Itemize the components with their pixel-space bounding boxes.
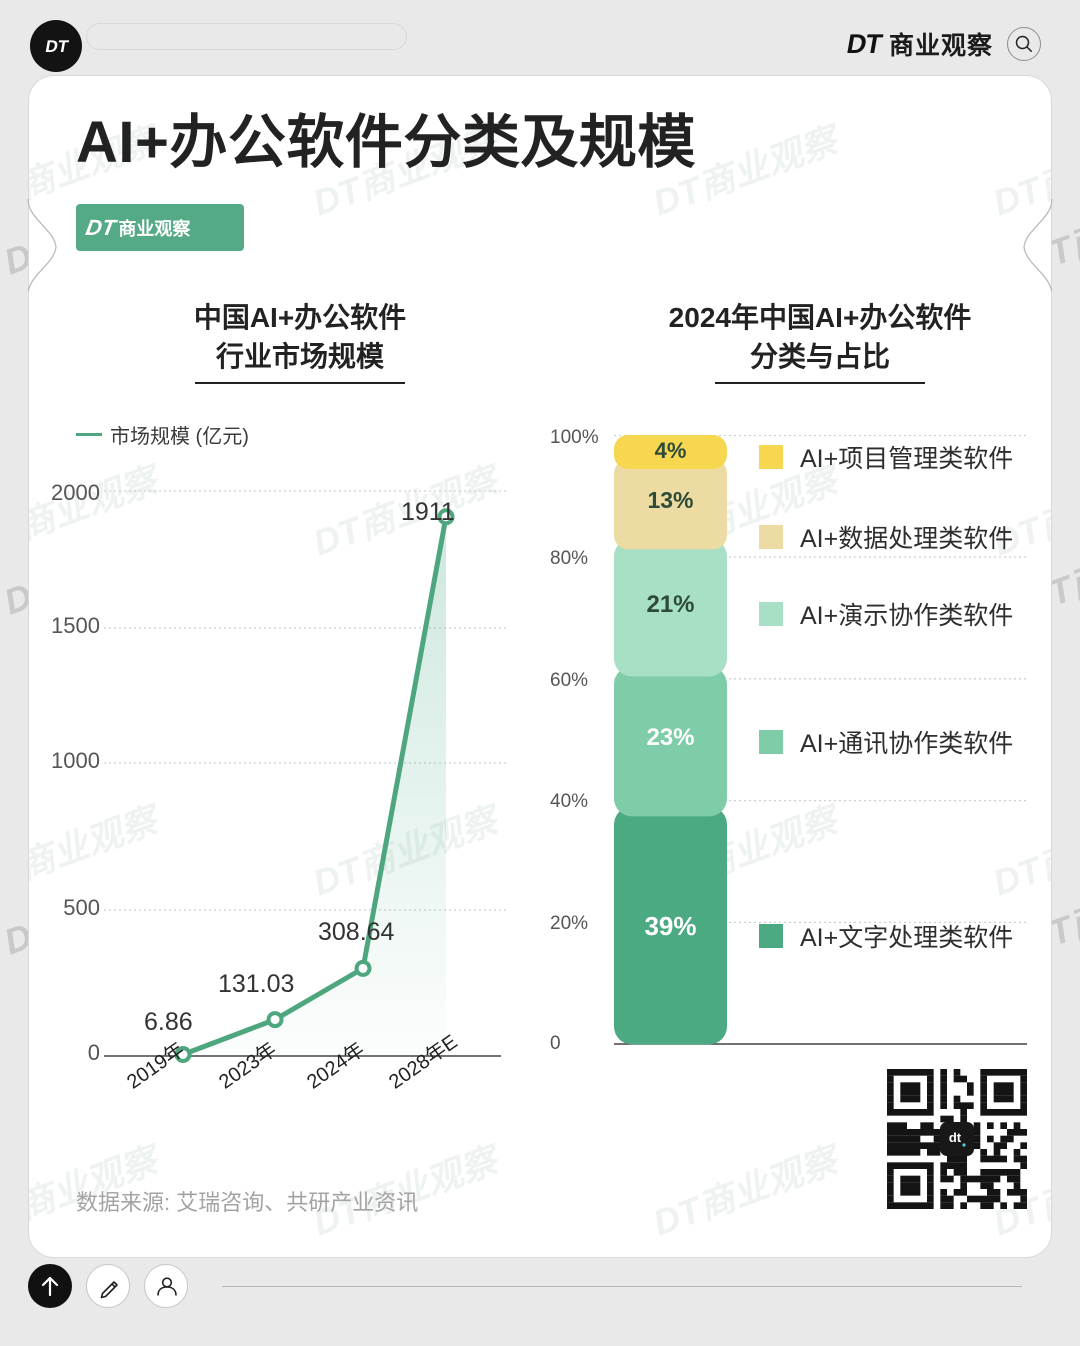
svg-text:21%: 21%: [646, 591, 694, 618]
svg-text:13%: 13%: [647, 487, 693, 513]
svg-text:39%: 39%: [644, 911, 696, 941]
svg-text:500: 500: [63, 895, 100, 920]
svg-text:dt: dt: [949, 1130, 962, 1145]
svg-text:1000: 1000: [51, 748, 100, 773]
svg-text:4%: 4%: [655, 438, 687, 463]
svg-text:0: 0: [88, 1040, 100, 1065]
svg-text:DT: DT: [44, 36, 71, 56]
svg-text:1500: 1500: [51, 613, 100, 638]
svg-text:2000: 2000: [51, 480, 100, 505]
svg-text:23%: 23%: [646, 724, 694, 751]
